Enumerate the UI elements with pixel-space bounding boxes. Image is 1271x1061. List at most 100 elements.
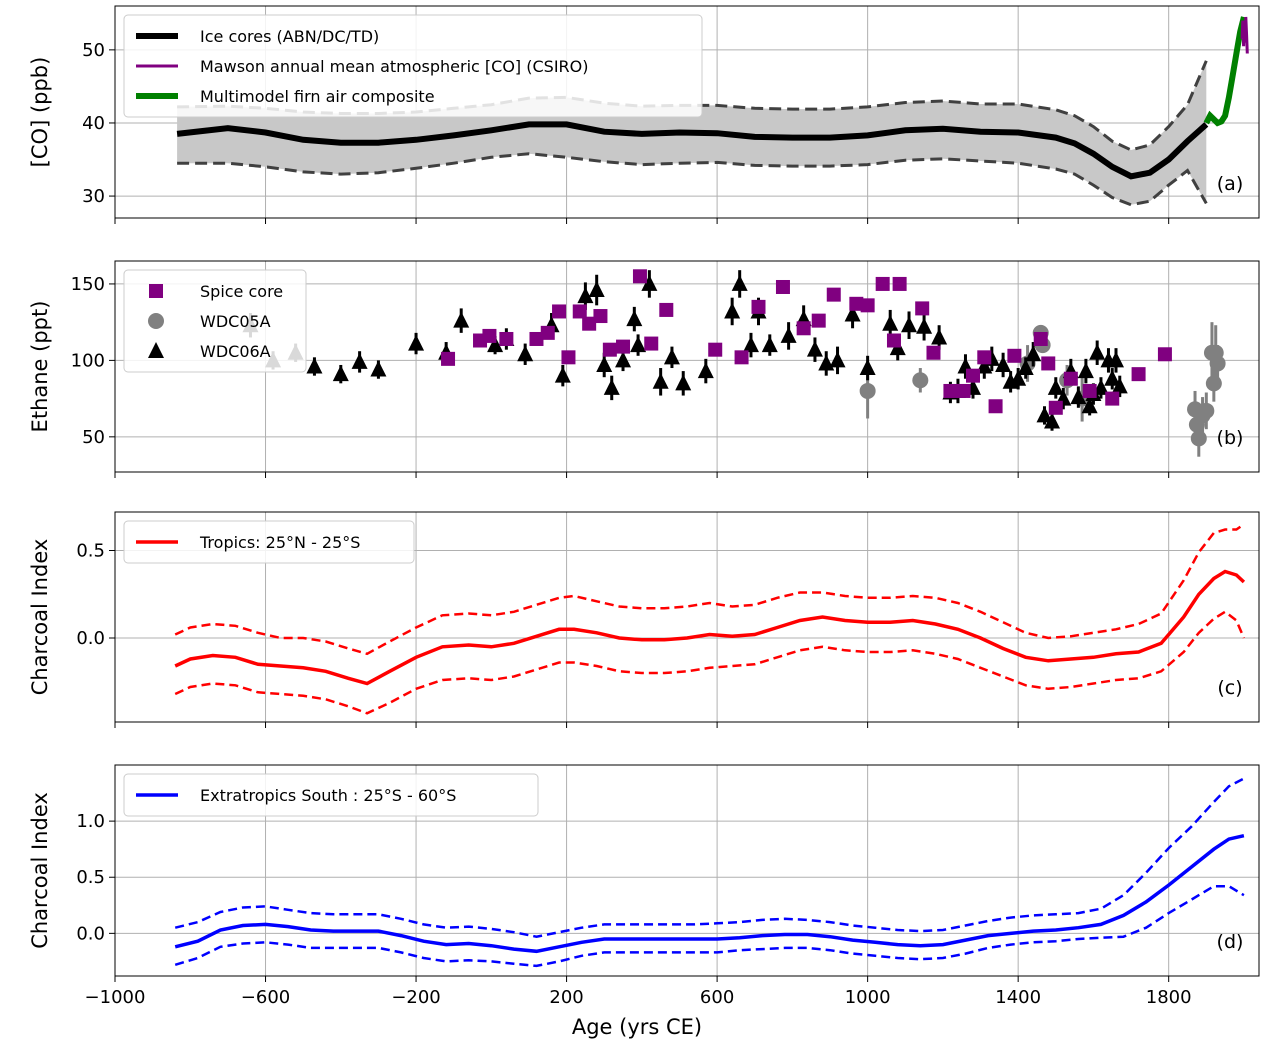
- spice-point: [826, 287, 841, 302]
- wdc06a-point: [844, 305, 861, 322]
- plot-area: [176, 16, 1249, 207]
- wdc06a-point: [487, 336, 504, 353]
- wdc05a-point: [1205, 375, 1222, 392]
- legend: Spice core WDC05A WDC06A: [123, 269, 307, 373]
- spice-point: [1082, 383, 1097, 398]
- panel-d: −1000 −600 −200 200 600 1000 1400 1800 0.0 0.5 1.0…: [28, 764, 1260, 1039]
- spice-point: [1007, 348, 1022, 363]
- wdc05a-point: [1198, 402, 1215, 419]
- wdc06a-point: [859, 359, 876, 376]
- wdc06a-point: [916, 317, 933, 334]
- wdc06a-point: [1092, 378, 1109, 395]
- wdc06a-point: [1077, 362, 1094, 379]
- panel-label: (a): [1217, 173, 1243, 195]
- wdc06a-point: [517, 345, 534, 362]
- spice-point: [616, 339, 631, 354]
- mean-line: [174, 833, 1245, 954]
- legend-swatch-triangle: [148, 342, 164, 358]
- plot-area: [174, 777, 1245, 968]
- axes-frame: [114, 764, 1260, 977]
- spice-point: [886, 333, 901, 348]
- panel-a: 30 40 50 [CO] (ppb) (a) Ice cores (ABN/DC/TD)…: [28, 5, 1260, 224]
- legend-box: [123, 14, 703, 118]
- legend: Ice cores (ABN/DC/TD) Mawson annual mean …: [123, 14, 703, 118]
- y-tick-label: 150: [71, 274, 105, 295]
- legend-label: Spice core: [200, 282, 283, 301]
- wdc06a-point: [1111, 377, 1128, 394]
- wdc06a-point: [675, 374, 692, 391]
- wdc06a-point: [615, 351, 632, 368]
- mean-line: [174, 569, 1246, 686]
- spice-point: [926, 345, 941, 360]
- wdc06a-point: [652, 372, 669, 389]
- y-tick-label: 0.0: [76, 923, 105, 944]
- wdc06a-point: [1010, 369, 1027, 386]
- upper-bound-line: [174, 777, 1245, 938]
- spice-point: [849, 296, 864, 311]
- axes-frame: [114, 5, 1260, 219]
- spice-point: [602, 342, 617, 357]
- wdc06a-point: [731, 274, 748, 291]
- x-tick-label: 200: [549, 987, 583, 1008]
- wdc06a-point: [1025, 345, 1042, 362]
- spice-point: [915, 301, 930, 316]
- legend-box: [123, 269, 307, 373]
- wdc06a-point: [641, 274, 658, 291]
- spice-point: [734, 350, 749, 365]
- spice-point: [441, 351, 456, 366]
- y-tick-label: 100: [71, 350, 105, 371]
- legend: Tropics: 25°N - 25°S: [123, 520, 415, 564]
- y-tick-label: 30: [82, 186, 105, 207]
- y-tick-label: 50: [82, 427, 105, 448]
- spice-point: [561, 350, 576, 365]
- wdc06a-point: [370, 360, 387, 377]
- spice-point: [977, 350, 992, 365]
- wdc06a-point: [1081, 397, 1098, 414]
- legend: Extratropics South : 25°S - 60°S: [123, 773, 539, 817]
- spice-point: [892, 276, 907, 291]
- legend-swatch-circle: [148, 313, 164, 329]
- legend-label: WDC06A: [200, 342, 271, 361]
- spice-point: [943, 383, 958, 398]
- legend-label: WDC05A: [200, 312, 271, 331]
- wdc06a-point: [453, 311, 470, 328]
- wdc06a-point: [818, 354, 835, 371]
- spice-point: [796, 321, 811, 336]
- wdc05a-point: [1209, 355, 1226, 372]
- wdc06a-point: [630, 336, 647, 353]
- spice-point: [582, 316, 597, 331]
- spice-point: [1033, 331, 1048, 346]
- spice-point: [775, 279, 790, 294]
- wdc06a-point: [663, 348, 680, 365]
- wdc06a-point: [626, 310, 643, 327]
- axes-frame: [114, 260, 1260, 473]
- spice-point: [988, 399, 1003, 414]
- spice-point: [1041, 356, 1056, 371]
- spice-point: [1157, 347, 1172, 362]
- x-tick-label: −600: [241, 987, 290, 1008]
- lower-bound-line: [174, 884, 1245, 968]
- legend-label: Mawson annual mean atmospheric [CO] (CSI…: [200, 57, 588, 76]
- wdc06a-point: [588, 281, 605, 298]
- x-tick-label: 1800: [1146, 987, 1192, 1008]
- y-tick-label: 0.5: [76, 541, 105, 562]
- panel-label: (d): [1217, 931, 1244, 953]
- x-tick-label: −200: [391, 987, 440, 1008]
- y-tick-label: 1.0: [76, 811, 105, 832]
- x-axis-label: Age (yrs CE): [572, 1015, 702, 1039]
- spice-point: [1105, 391, 1120, 406]
- spice-point: [572, 304, 587, 319]
- wdc06a-point: [1089, 343, 1106, 360]
- x-tick-label: 1000: [845, 987, 891, 1008]
- y-axis-label: Charcoal Index: [28, 539, 52, 696]
- spice-point: [659, 302, 674, 317]
- y-tick-label: 40: [82, 113, 105, 134]
- spice-point: [540, 325, 555, 340]
- legend-swatch-square: [149, 284, 163, 298]
- wdc06a-point: [806, 340, 823, 357]
- wdc06a-point: [554, 366, 571, 383]
- spice-point: [1048, 400, 1063, 415]
- wdc05a-point: [1190, 430, 1207, 447]
- plot-area: [174, 523, 1246, 715]
